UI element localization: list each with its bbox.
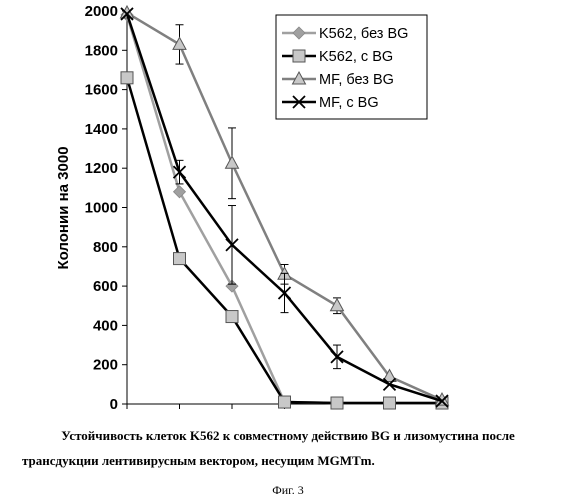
data-point <box>121 72 133 84</box>
legend: K562, без BG K562, с BG MF, без BG MF, с BG <box>276 15 427 119</box>
data-point <box>226 156 239 168</box>
data-point <box>174 253 186 265</box>
series-2 <box>121 72 448 409</box>
legend-label: K562, без BG <box>319 26 408 42</box>
series-line <box>127 78 442 403</box>
y-tick-label: 1000 <box>85 200 118 217</box>
caption-line-1: Устойчивость клеток K562 к совместному д… <box>0 428 576 444</box>
legend-marker <box>293 50 305 62</box>
data-point <box>173 37 186 49</box>
y-tick-label: 1200 <box>85 160 118 177</box>
y-tick-label: 1400 <box>85 121 118 138</box>
line-chart: Колонии на 3000 0 200 400 600 800 1000 1200 140… <box>0 0 576 420</box>
data-point <box>384 397 396 409</box>
data-point <box>331 299 344 311</box>
y-tick-label: 0 <box>110 396 118 413</box>
data-point <box>279 396 291 408</box>
y-tick-label: 600 <box>93 278 118 295</box>
y-tick-label: 200 <box>93 357 118 374</box>
y-tick-label: 400 <box>93 317 118 334</box>
data-point <box>226 311 238 323</box>
figure-number: Фиг. 3 <box>0 483 576 498</box>
y-tick-label: 1600 <box>85 82 118 99</box>
data-point <box>174 186 186 198</box>
legend-label: MF, с BG <box>319 95 379 111</box>
y-axis-label: Колонии на 3000 <box>55 146 72 269</box>
legend-label: MF, без BG <box>319 72 394 88</box>
y-tick-label: 800 <box>93 239 118 256</box>
caption-line-2: трансдукции лентивирусным вектором, несу… <box>22 453 375 469</box>
y-tick-label: 1800 <box>85 42 118 59</box>
y-tick-label: 2000 <box>85 3 118 20</box>
data-point <box>331 397 343 409</box>
legend-label: K562, с BG <box>319 49 393 65</box>
